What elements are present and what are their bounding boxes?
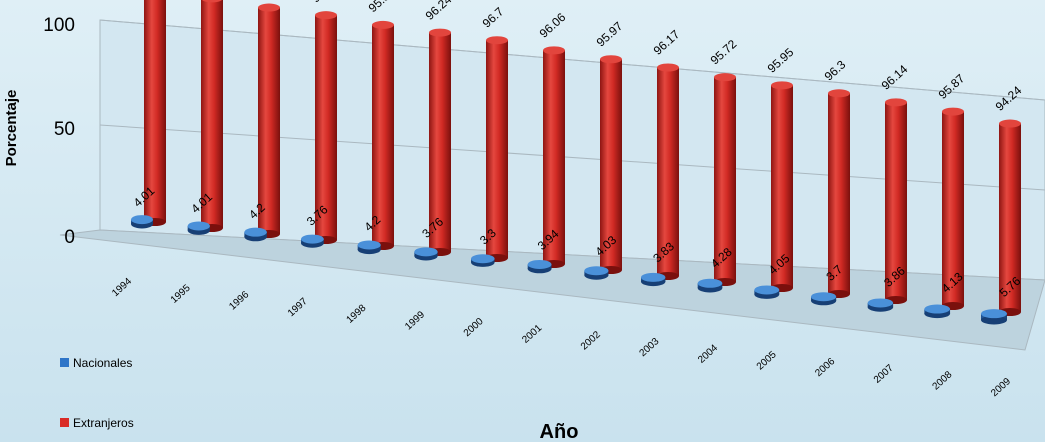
bar-nacionales-top — [357, 240, 381, 250]
bar-extranjeros-top — [600, 55, 622, 64]
bar-extranjeros-top — [828, 89, 850, 98]
bar-nacionales-top — [131, 215, 153, 225]
legend-label-extranjeros: Extranjeros — [73, 416, 134, 430]
bar-extranjeros-top — [771, 81, 793, 90]
x-tick-label: 2007 — [872, 362, 896, 385]
bar-nacionales-top — [924, 304, 951, 314]
bar-extranjeros — [372, 24, 394, 246]
bar-nacionales-top — [301, 234, 324, 244]
bar-extranjeros — [543, 50, 565, 264]
legend-swatch-extranjeros — [60, 418, 69, 427]
legend-item-nacionales: Nacionales — [60, 356, 132, 370]
bar-extranjeros-top — [486, 36, 508, 45]
bar-extranjeros-top — [657, 63, 679, 72]
bar-extranjeros — [885, 102, 907, 301]
y-axis-ticks: 0 50 100 — [43, 15, 75, 248]
bar-nacionales-base — [981, 315, 1007, 325]
y-tick-label: 50 — [54, 119, 75, 140]
bar-extranjeros-top — [258, 3, 280, 12]
bar-extranjeros-top — [942, 107, 964, 116]
data-label-extranjeros: 96.24 — [423, 0, 455, 23]
bar-extranjeros — [486, 40, 508, 259]
bar-extranjeros-top — [201, 0, 223, 3]
bar-nacionales-top — [584, 266, 609, 276]
bar-extranjeros — [600, 59, 622, 271]
bar-extranjeros-top — [714, 73, 736, 82]
x-tick-label: 2008 — [931, 369, 955, 392]
x-tick-label: 2004 — [696, 342, 720, 365]
legend-label-nacionales: Nacionales — [73, 356, 132, 370]
bar-extranjeros-top — [999, 119, 1021, 128]
bar-nacionales-top — [754, 285, 780, 295]
bar-extranjeros — [999, 123, 1021, 313]
legend-swatch-nacionales — [60, 358, 69, 367]
data-label-extranjeros: 96.17 — [651, 27, 683, 58]
bars — [131, 0, 1021, 325]
bar-nacionales-top — [527, 259, 552, 269]
bar-extranjeros-top — [372, 20, 394, 29]
x-tick-label: 2005 — [755, 349, 779, 372]
bar-extranjeros — [258, 7, 280, 235]
legend: Nacionales Extranjeros — [60, 356, 134, 430]
data-label-extranjeros: 95.72 — [708, 37, 740, 68]
data-label-extranjeros: 95.95 — [765, 45, 797, 76]
gridline-100 — [99, 19, 1045, 101]
y-axis-title: Porcentaje — [3, 90, 20, 167]
x-tick-label: 1995 — [169, 282, 193, 305]
bar-extranjeros — [315, 15, 337, 240]
x-tick-label: 1996 — [227, 289, 251, 312]
bar-extranjeros — [714, 77, 736, 282]
x-tick-label: 1998 — [345, 302, 369, 325]
bar-nacionales-top — [697, 278, 723, 288]
x-tick-label: 2006 — [813, 356, 837, 379]
x-tick-label: 1994 — [110, 276, 134, 299]
bar-nacionales-top — [471, 254, 495, 264]
data-label-extranjeros: 96.7 — [480, 4, 507, 30]
x-tick-label: 2009 — [989, 376, 1013, 399]
bar-nacionales-top — [811, 292, 837, 302]
bar-nacionales-top — [981, 309, 1007, 319]
x-tick-label: 2002 — [579, 329, 603, 352]
bar-extranjeros-top — [543, 46, 565, 55]
legend-item-extranjeros: Extranjeros — [60, 416, 134, 430]
x-tick-label: 1999 — [403, 309, 427, 332]
data-label-extranjeros: 96.3 — [822, 57, 849, 83]
bar-extranjeros — [657, 67, 679, 276]
bar-extranjeros — [144, 0, 166, 223]
bar-extranjeros-top — [429, 28, 451, 37]
bar-nacionales-top — [244, 227, 267, 237]
data-label-extranjeros: 96.06 — [537, 10, 569, 41]
data-label-extranjeros: 96.24 — [309, 0, 341, 5]
bar-extranjeros — [942, 111, 964, 306]
x-tick-label: 2000 — [462, 316, 486, 339]
bar-extranjeros — [429, 32, 451, 252]
x-axis-title: Año — [540, 421, 579, 442]
x-tick-label: 1997 — [286, 296, 310, 319]
bar-extranjeros-top — [885, 98, 907, 107]
y-tick-label: 100 — [43, 15, 75, 36]
data-label-extranjeros: 95.97 — [594, 19, 626, 50]
bar-extranjeros — [201, 0, 223, 228]
bar-extranjeros-top — [315, 11, 337, 20]
x-tick-label: 2003 — [638, 336, 662, 359]
bar-extranjeros — [828, 93, 850, 295]
bar-nacionales-top — [414, 247, 438, 257]
bar-extranjeros — [771, 85, 793, 288]
data-label-extranjeros: 95.8 — [366, 0, 393, 15]
bar-nacionales-top — [187, 221, 210, 231]
bar-nacionales-top — [867, 298, 894, 308]
x-tick-label: 2001 — [520, 322, 544, 345]
y-tick-label: 0 — [64, 227, 75, 248]
bar-nacionales-top — [641, 272, 666, 282]
